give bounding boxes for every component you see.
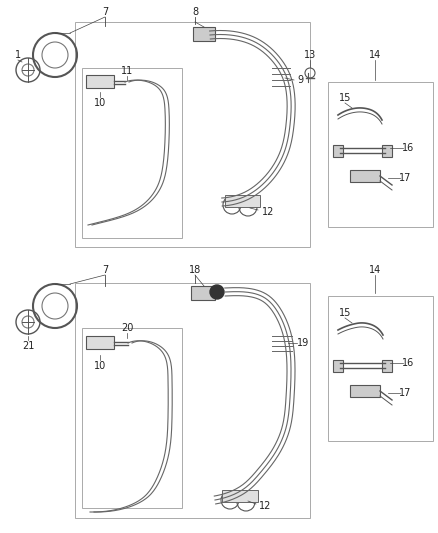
Text: 15: 15 xyxy=(339,308,351,318)
Text: 19: 19 xyxy=(297,338,309,348)
Text: 18: 18 xyxy=(189,265,201,275)
Bar xyxy=(350,385,380,397)
Bar xyxy=(350,170,380,182)
Bar xyxy=(333,360,343,372)
Text: 17: 17 xyxy=(399,388,411,398)
Bar xyxy=(382,145,392,157)
Bar xyxy=(86,75,114,88)
Bar xyxy=(75,283,310,518)
Bar xyxy=(333,145,343,157)
Text: 16: 16 xyxy=(402,143,414,153)
Bar xyxy=(82,328,182,508)
Bar xyxy=(75,22,310,247)
Bar xyxy=(86,336,114,349)
Text: 20: 20 xyxy=(121,323,133,333)
Text: 10: 10 xyxy=(94,98,106,108)
Bar xyxy=(328,296,433,441)
Text: 7: 7 xyxy=(102,265,108,275)
Text: 10: 10 xyxy=(94,361,106,371)
Bar xyxy=(225,195,260,207)
Text: 13: 13 xyxy=(304,50,316,60)
Text: 14: 14 xyxy=(369,50,381,60)
Text: 1: 1 xyxy=(15,50,21,60)
Text: 12: 12 xyxy=(259,501,271,511)
Bar xyxy=(191,286,215,300)
Text: 11: 11 xyxy=(121,66,133,76)
Bar xyxy=(328,82,433,227)
Bar xyxy=(222,490,258,502)
Bar xyxy=(193,27,215,41)
Text: 7: 7 xyxy=(102,7,108,17)
Bar xyxy=(82,68,182,238)
Text: 12: 12 xyxy=(262,207,274,217)
Text: 8: 8 xyxy=(192,7,198,17)
Circle shape xyxy=(210,285,224,299)
Text: 16: 16 xyxy=(402,358,414,368)
Bar xyxy=(382,360,392,372)
Text: 14: 14 xyxy=(369,265,381,275)
Text: 17: 17 xyxy=(399,173,411,183)
Text: 9: 9 xyxy=(297,75,303,85)
Text: 15: 15 xyxy=(339,93,351,103)
Text: 21: 21 xyxy=(22,341,34,351)
